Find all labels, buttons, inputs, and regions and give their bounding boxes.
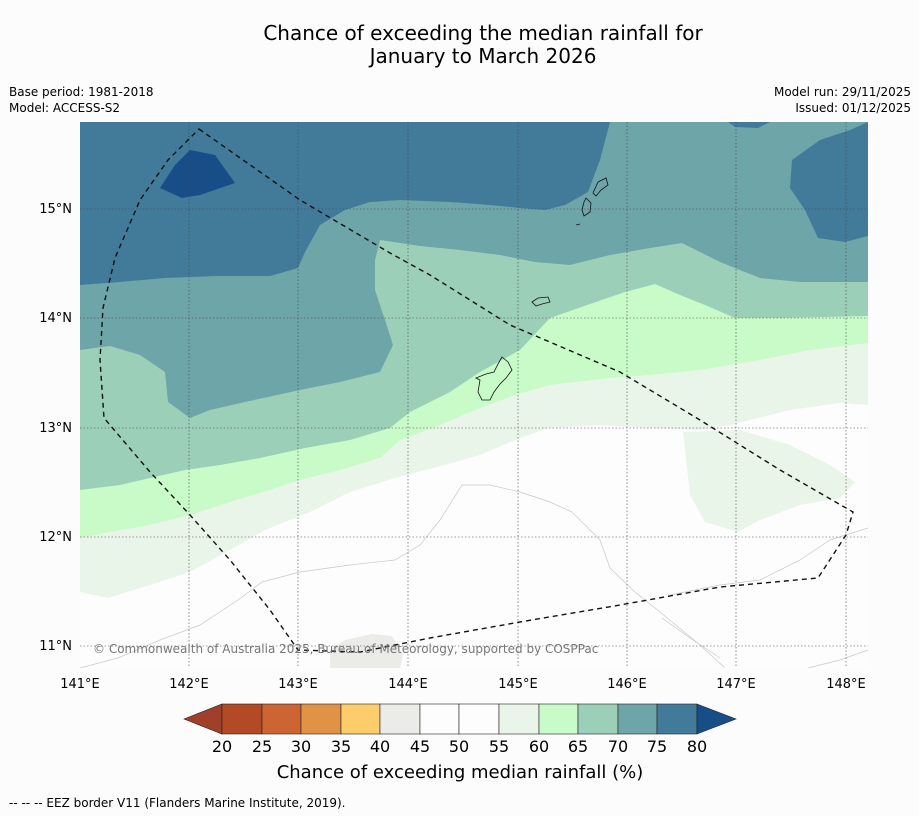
colorbar-swatch-40-45: [379, 703, 421, 735]
model-run-text: Model run: 29/11/2025: [773, 85, 911, 99]
colorbar-tick-30: 30: [291, 737, 311, 756]
contour-50-line-3: [669, 527, 868, 596]
contour-50-line: [80, 484, 726, 668]
colorbar-swatch-45-50: [419, 703, 460, 735]
colorbar-tick-70: 70: [608, 737, 628, 756]
lon-label-147e: 147°E: [716, 677, 756, 692]
island-rota: [531, 296, 551, 307]
zone-75-80-east: [790, 122, 868, 242]
lat-axis-labels: 15°N 14°N 13°N 12°N 11°N: [39, 202, 72, 654]
eez-legend-footer: -- -- -- EEZ border V11 (Flanders Marine…: [9, 796, 346, 810]
colorbar-swatch-65-70: [577, 703, 619, 735]
colorbar-swatch-30-35: [300, 703, 342, 735]
model-text: Model: ACCESS-S2: [9, 101, 121, 115]
colorbar-tick-20: 20: [212, 737, 232, 756]
islands: [475, 177, 609, 401]
map-title: Chance of exceeding the median rainfall …: [0, 22, 919, 68]
map-figure: © Commonwealth of Australia 2025, Bureau…: [39, 122, 868, 783]
lat-label-11n: 11°N: [39, 639, 72, 654]
colorbar-tick-50: 50: [449, 737, 469, 756]
lat-label-15n: 15°N: [39, 202, 72, 217]
colorbar-tick-40: 40: [370, 737, 390, 756]
lon-label-141e: 141°E: [60, 677, 100, 692]
lat-label-14n: 14°N: [39, 311, 72, 326]
metadata-left: Base period: 1981-2018 Model: ACCESS-S2: [9, 84, 154, 116]
lon-label-144e: 144°E: [388, 677, 428, 692]
colorbar-ticks: 20 25 30 35 40 45 50 55 60 65 70 75 80: [212, 737, 707, 756]
eez-border: [99, 128, 854, 653]
colorbar-under-arrow: [183, 703, 223, 735]
colorbar-tick-75: 75: [647, 737, 667, 756]
colorbar-swatch-70-75: [617, 703, 658, 735]
colorbar-tick-25: 25: [252, 737, 272, 756]
lat-label-12n: 12°N: [39, 530, 72, 545]
zone-40-45: [330, 634, 403, 668]
map-title-line1: Chance of exceeding the median rainfall …: [263, 21, 703, 45]
island-aguijan: [575, 223, 581, 226]
lon-axis-labels: 141°E 142°E 143°E 144°E 145°E 146°E 147°…: [60, 677, 866, 692]
colorbar: 20 25 30 35 40 45 50 55 60 65 70 75 80 C…: [183, 703, 737, 783]
colorbar-swatch-60-65: [538, 703, 579, 735]
island-saipan: [592, 177, 609, 197]
colorbar-swatch-75-80: [656, 703, 698, 735]
lon-label-142e: 142°E: [169, 677, 209, 692]
colorbar-tick-35: 35: [331, 737, 351, 756]
lat-label-13n: 13°N: [39, 421, 72, 436]
map-title-line2: January to March 2026: [369, 44, 597, 68]
issued-text: Issued: 01/12/2025: [795, 101, 911, 115]
zone-above-80: [160, 150, 235, 198]
contour-50-line-2: [661, 617, 721, 659]
island-guam: [475, 356, 513, 401]
zone-75-80-top: [728, 122, 770, 128]
metadata-right: Model run: 29/11/2025 Issued: 01/12/2025: [774, 84, 911, 116]
lon-label-145e: 145°E: [498, 677, 538, 692]
colorbar-tick-80: 80: [687, 737, 707, 756]
copyright-text: © Commonwealth of Australia 2025, Bureau…: [93, 642, 598, 656]
colorbar-tick-65: 65: [568, 737, 588, 756]
colorbar-tick-60: 60: [529, 737, 549, 756]
island-tinian: [581, 197, 592, 217]
colorbar-swatch-55-60: [498, 703, 540, 735]
colorbar-tick-45: 45: [410, 737, 430, 756]
lon-label-146e: 146°E: [607, 677, 647, 692]
colorbar-swatch-35-40: [340, 703, 381, 735]
zone-55-60-lobe: [683, 430, 855, 532]
lon-label-143e: 143°E: [278, 677, 318, 692]
colorbar-tick-55: 55: [489, 737, 509, 756]
lon-label-148e: 148°E: [826, 677, 866, 692]
colorbar-swatch-50-55: [458, 703, 500, 735]
contour-50-line-4: [807, 649, 868, 668]
gridlines: [80, 122, 868, 668]
colorbar-over-arrow: [696, 703, 737, 735]
colorbar-swatch-20-25: [221, 703, 263, 735]
base-period-text: Base period: 1981-2018: [9, 85, 154, 99]
colorbar-swatch-25-30: [261, 703, 302, 735]
colorbar-title: Chance of exceeding median rainfall (%): [277, 762, 644, 783]
rainfall-probability-map: © Commonwealth of Australia 2025, Bureau…: [80, 122, 868, 668]
